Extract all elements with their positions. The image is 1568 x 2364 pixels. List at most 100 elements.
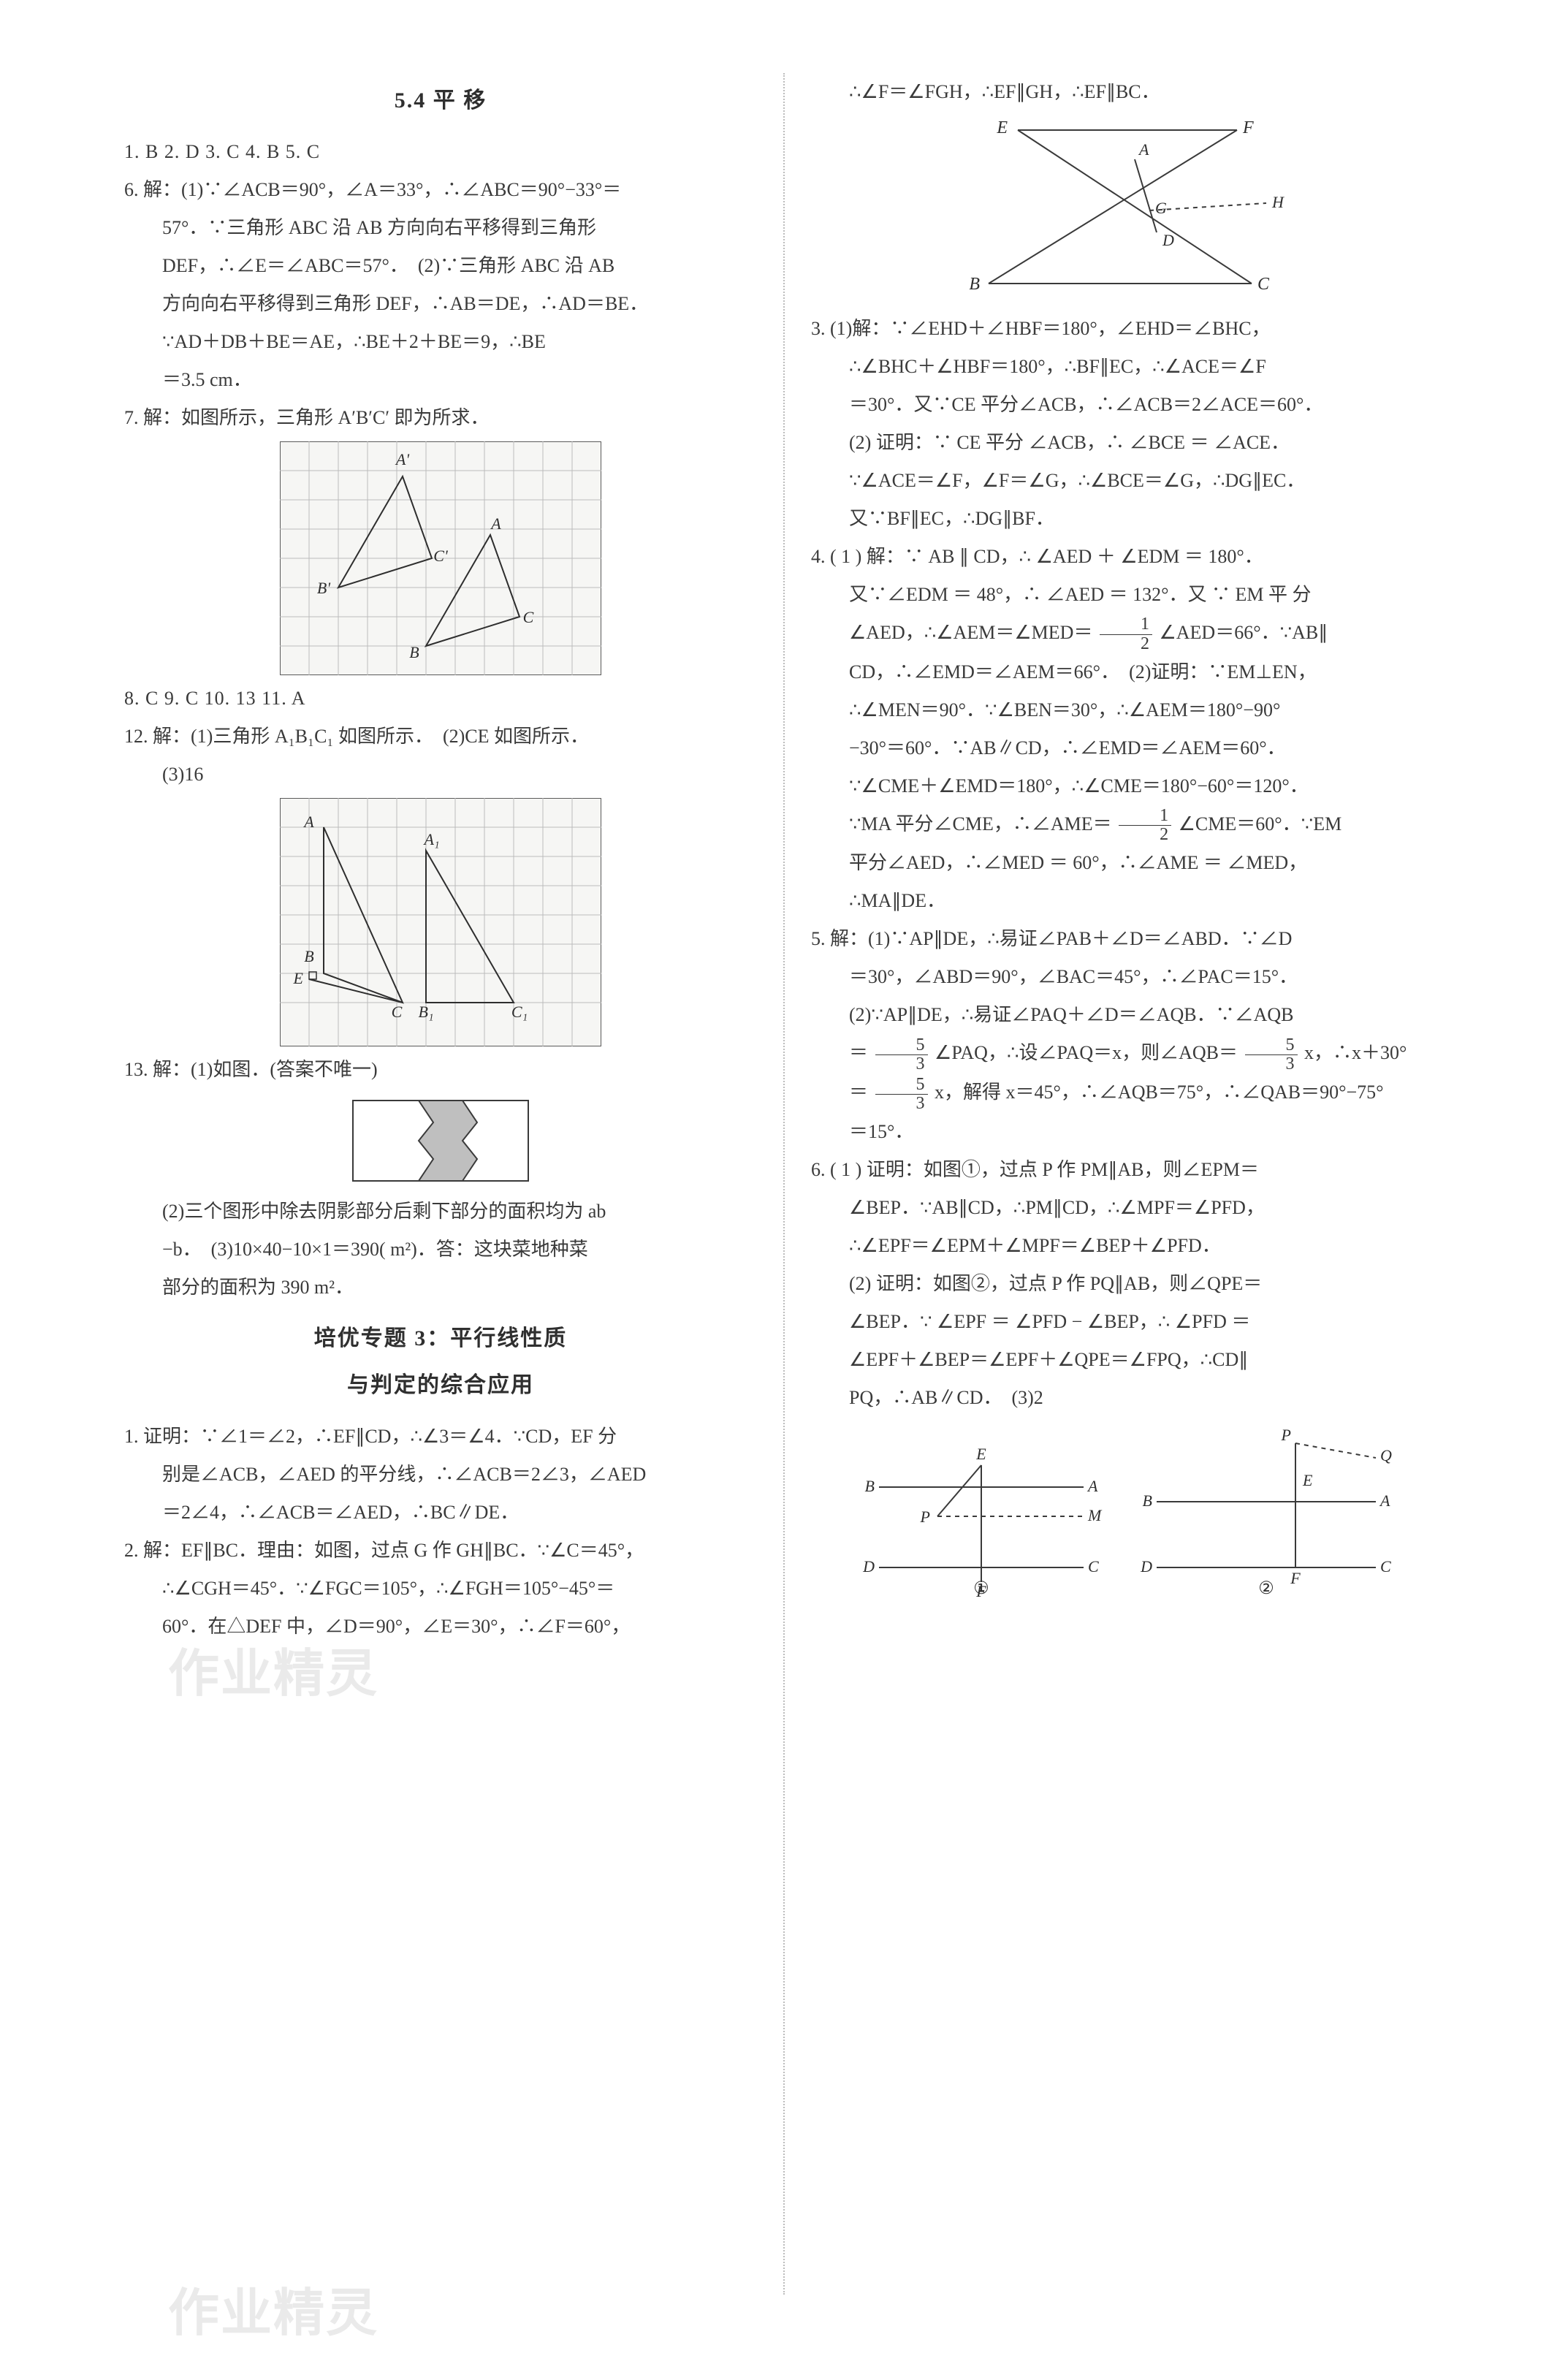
svg-text:C₁: C₁ xyxy=(511,1003,528,1021)
py-q5-b: ＝30°，∠ABD＝90°，∠BAC＝45°，∴∠PAC＝15°． xyxy=(811,958,1444,996)
py-q3-b: ∴∠BHC＋∠HBF＝180°，∴BF∥EC，∴∠ACE＝∠F xyxy=(811,348,1444,386)
svg-text:A: A xyxy=(302,813,314,831)
py-q1-c: ＝2∠4，∴∠ACB＝∠AED，∴BC∥DE． xyxy=(124,1494,757,1532)
svg-text:C: C xyxy=(1257,275,1270,294)
py-q5-a: 5. 解：(1)∵AP∥DE，∴易证∠PAB＋∠D＝∠ABD．∵∠D xyxy=(811,920,1444,958)
py-q6-d: (2) 证明：如图②，过点 P 作 PQ∥AB，则∠QPE＝ xyxy=(811,1265,1444,1303)
svg-text:G: G xyxy=(1155,199,1167,217)
svg-text:P: P xyxy=(1281,1426,1291,1444)
svg-text:C: C xyxy=(1088,1557,1099,1576)
zigzag-svg-wrap xyxy=(124,1093,757,1188)
column-divider xyxy=(783,73,785,2295)
py-q5-e: ＝ 53 x，解得 x＝45°，∴∠AQB＝75°，∴∠QAB＝90°−75° xyxy=(811,1073,1444,1113)
py-q3-d: (2) 证明：∵ CE 平分 ∠ACB，∴ ∠BCE ＝ ∠ACE． xyxy=(811,424,1444,462)
py-q4-e: ∴∠MEN＝90°．∵∠BEN＝30°，∴∠AEM＝180°−90° xyxy=(811,691,1444,729)
py-q4-c-pre: ∠AED，∴∠AEM＝∠MED＝ xyxy=(849,622,1092,643)
py-q6-f: ∠EPF＋∠BEP＝∠EPF＋∠QPE＝∠FPQ，∴CD∥ xyxy=(811,1341,1444,1379)
grid-svg-2: ABCA₁B₁C₁E xyxy=(280,798,601,1046)
py-q3-a: 3. (1)解：∵∠EHD＋∠HBF＝180°，∠EHD＝∠BHC， xyxy=(811,310,1444,348)
fraction-1-2-b: 12 xyxy=(1119,807,1171,844)
svg-text:P: P xyxy=(920,1508,930,1526)
py-q4-g: ∵∠CME＋∠EMD＝180°，∴∠CME＝180°−60°＝120°． xyxy=(811,767,1444,805)
svg-text:C: C xyxy=(523,608,534,626)
svg-text:B: B xyxy=(865,1477,875,1495)
py-q6-a: 6. ( 1 ) 证明：如图①，过点 P 作 PM∥AB，则∠EPM＝ xyxy=(811,1151,1444,1189)
right-column: ∴∠F＝∠FGH，∴EF∥GH，∴EF∥BC． EFBCAGDH 3. (1)解… xyxy=(811,73,1444,2295)
q6-line-a: 6. 解：(1)∵∠ACB＝90°，∠A＝33°，∴∠ABC＝90°−33°＝ xyxy=(124,171,757,209)
py-q5-c: (2)∵AP∥DE，∴易证∠PAQ＋∠D＝∠AQB．∵∠AQB xyxy=(811,996,1444,1034)
diagrams-12-wrap: B A E P M D C F ① P Q B A E D C F② xyxy=(811,1421,1444,1597)
svg-text:C': C' xyxy=(433,547,448,565)
py-q4-b: 又∵∠EDM ＝ 48°，∴ ∠AED ＝ 132°．又 ∵ EM 平 分 xyxy=(811,576,1444,614)
py-q3-f: 又∵BF∥EC，∴DG∥BF． xyxy=(811,500,1444,538)
py-q4-j: ∴MA∥DE． xyxy=(811,882,1444,920)
py-q6-e: ∠BEP．∵ ∠EPF ＝ ∠PFD − ∠BEP，∴ ∠PFD ＝ xyxy=(811,1303,1444,1341)
section-title-py3-b: 与判定的综合应用 xyxy=(124,1364,757,1407)
q12-line-a: 12. 解：(1)三角形 A₁B₁C₁ 如图所示． (2)CE 如图所示． xyxy=(124,718,757,756)
q13-line-b: (2)三个图形中除去阴影部分后剩下部分的面积均为 ab xyxy=(124,1193,757,1231)
svg-text:A: A xyxy=(1138,140,1149,159)
diag-efbc: EFBCAGDH xyxy=(959,115,1295,305)
svg-text:E: E xyxy=(996,118,1008,137)
svg-text:A': A' xyxy=(395,450,409,468)
diag-efbc-wrap: EFBCAGDH xyxy=(811,115,1444,305)
q6-line-e: ∵AD＋DB＋BE＝AE，∴BE＋2＋BE＝9，∴BE xyxy=(124,323,757,361)
svg-text:B': B' xyxy=(317,579,330,597)
svg-text:②: ② xyxy=(1258,1579,1274,1597)
py-q2-a: 2. 解：EF∥BC．理由：如图，过点 G 作 GH∥BC．∵∠C＝45°， xyxy=(124,1532,757,1570)
py-q5-d-post: x，∴x＋30° xyxy=(1304,1042,1407,1063)
q6-line-d: 方向向右平移得到三角形 DEF，∴AB＝DE，∴AD＝BE． xyxy=(124,285,757,323)
svg-text:D: D xyxy=(1162,231,1174,249)
svg-text:A: A xyxy=(490,514,501,533)
py-q4-i: 平分∠AED，∴∠MED ＝ 60°，∴∠AME ＝ ∠MED， xyxy=(811,844,1444,882)
py-q5-f: ＝15°． xyxy=(811,1113,1444,1151)
py-q5-d: ＝ 53 ∠PAQ，∴设∠PAQ＝x，则∠AQB＝ 53 x，∴x＋30° xyxy=(811,1034,1444,1073)
svg-text:A₁: A₁ xyxy=(422,830,439,848)
py-q5-e-pre: ＝ xyxy=(849,1082,868,1103)
svg-text:D: D xyxy=(1140,1557,1152,1576)
q12-line-b: (3)16 xyxy=(124,756,757,794)
py-q2-d: ∴∠F＝∠FGH，∴EF∥GH，∴EF∥BC． xyxy=(811,73,1444,111)
py-q3-c: ＝30°．又∵CE 平分∠ACB，∴∠ACB＝2∠ACE＝60°． xyxy=(811,386,1444,424)
py-q1-a: 1. 证明：∵∠1＝∠2，∴EF∥CD，∴∠3＝∠4．∵CD，EF 分 xyxy=(124,1418,757,1456)
py-q4-h: ∵MA 平分∠CME，∴∠AME＝ 12 ∠CME＝60°．∵EM xyxy=(811,805,1444,845)
section-title-5-4: 5.4 平 移 xyxy=(124,79,757,123)
svg-text:①: ① xyxy=(973,1579,989,1597)
svg-text:B: B xyxy=(1143,1491,1152,1510)
answers-row-2: 8. C 9. C 10. 13 11. A xyxy=(124,680,757,718)
svg-text:A: A xyxy=(1086,1477,1098,1495)
svg-text:A: A xyxy=(1379,1491,1390,1510)
q6-line-f: ＝3.5 cm． xyxy=(124,361,757,399)
svg-text:M: M xyxy=(1087,1506,1103,1524)
svg-text:E: E xyxy=(1302,1471,1313,1489)
py-q4-h-pre: ∵MA 平分∠CME，∴∠AME＝ xyxy=(849,813,1112,835)
diagram-2: P Q B A E D C F② xyxy=(1135,1421,1398,1597)
py-q4-d: CD，∴∠EMD＝∠AEM＝66°． (2)证明：∵EM⊥EN， xyxy=(811,653,1444,691)
svg-text:E: E xyxy=(293,969,304,987)
svg-text:B: B xyxy=(969,275,980,294)
svg-text:B: B xyxy=(304,947,313,965)
py-q2-c: 60°．在△DEF 中，∠D＝90°，∠E＝30°，∴∠F＝60°， xyxy=(124,1608,757,1646)
q6-line-c: DEF，∴∠E＝∠ABC＝57°． (2)∵三角形 ABC 沿 AB xyxy=(124,247,757,285)
zigzag-svg xyxy=(346,1093,536,1188)
py-q6-b: ∠BEP．∵AB∥CD，∴PM∥CD，∴∠MPF＝∠PFD， xyxy=(811,1189,1444,1227)
left-column: 5.4 平 移 1. B 2. D 3. C 4. B 5. C 6. 解：(1… xyxy=(124,73,757,2295)
q13-line-d: 部分的面积为 390 m²． xyxy=(124,1269,757,1307)
grid-svg-2-wrap: ABCA₁B₁C₁E xyxy=(124,798,757,1046)
svg-text:Q: Q xyxy=(1380,1446,1392,1464)
py-q5-d-mid: ∠PAQ，∴设∠PAQ＝x，则∠AQB＝ xyxy=(935,1042,1238,1063)
py-q4-h-post: ∠CME＝60°．∵EM xyxy=(1179,813,1342,835)
py-q5-d-pre: ＝ xyxy=(849,1042,868,1063)
grid-svg-1: A'B'C'ABC xyxy=(280,441,601,675)
py-q4-c: ∠AED，∴∠AEM＝∠MED＝ 12 ∠AED＝66°．∵AB∥ xyxy=(811,614,1444,653)
py-q2-b: ∴∠CGH＝45°．∵∠FGC＝105°，∴∠FGH＝105°−45°＝ xyxy=(124,1570,757,1608)
fraction-1-2-a: 12 xyxy=(1100,615,1152,653)
answers-row-1: 1. B 2. D 3. C 4. B 5. C xyxy=(124,133,757,171)
q6-line-b: 57°．∵三角形 ABC 沿 AB 方向向右平移得到三角形 xyxy=(124,209,757,247)
svg-text:C: C xyxy=(392,1003,403,1021)
svg-text:C: C xyxy=(1380,1557,1391,1576)
fraction-5-3-c: 53 xyxy=(875,1076,928,1113)
fraction-5-3-a: 53 xyxy=(875,1036,928,1073)
svg-text:D: D xyxy=(862,1557,875,1576)
svg-text:F: F xyxy=(1290,1569,1301,1587)
